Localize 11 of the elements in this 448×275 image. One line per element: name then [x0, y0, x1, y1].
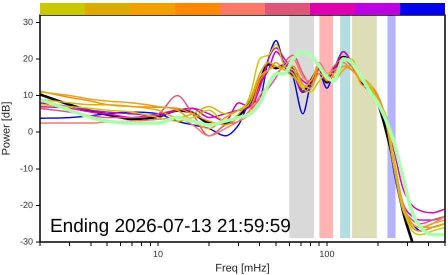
y-tick-label: 10 — [22, 90, 33, 100]
x-axis-title: Freq [mHz] — [215, 262, 270, 274]
annotation: Ending 2026-07-13 21:59:59 — [50, 216, 291, 237]
y-tick-label: -30 — [20, 236, 33, 246]
y-tick-label: 20 — [22, 53, 33, 64]
y-tick-label: -20 — [20, 200, 33, 210]
x-tick-label: 100 — [319, 248, 334, 259]
y-tick-label: -10 — [20, 163, 33, 174]
y-tick-label: 0 — [28, 126, 33, 137]
y-tick-label: 30 — [22, 16, 33, 27]
y-axis-title: Power [dB] — [0, 102, 13, 156]
